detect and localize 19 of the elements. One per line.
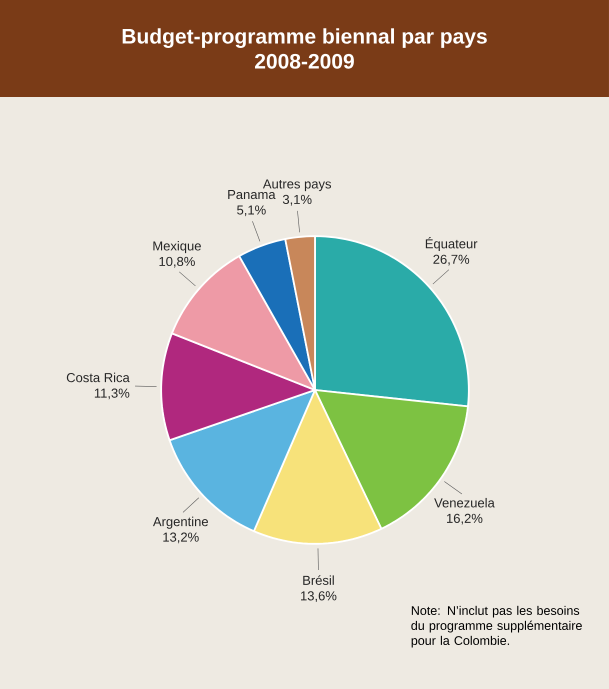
slice-label: Autres pays <box>262 179 332 192</box>
slice-label: Costa Rica <box>66 372 130 382</box>
data-label: 16,2% <box>447 514 482 525</box>
data-label: 26,7% <box>433 254 470 266</box>
data-label: 11,3% <box>94 388 130 400</box>
data-label: 5,1% <box>237 205 266 216</box>
slice-label: Venezuela <box>434 498 495 508</box>
data-label: 13,2% <box>163 532 199 544</box>
slice-label: Brésil <box>303 575 334 585</box>
slice-label: Panama <box>228 190 276 200</box>
slice-label: Argentine <box>152 516 208 529</box>
chart-subtitle: 2008-2009 <box>255 54 354 69</box>
data-label: 3,1% <box>282 194 312 206</box>
slice-label: Équateur <box>426 237 478 251</box>
slice-label: Mexique <box>153 241 201 254</box>
text: Note: N’inclut pas les besoins du programme supplémentaire pour la Colombie. <box>411 606 582 648</box>
data-label: 10,8% <box>159 256 195 268</box>
chart-title: Budget-programme biennal par pays <box>122 28 487 48</box>
data-label: 13,6% <box>301 591 336 602</box>
